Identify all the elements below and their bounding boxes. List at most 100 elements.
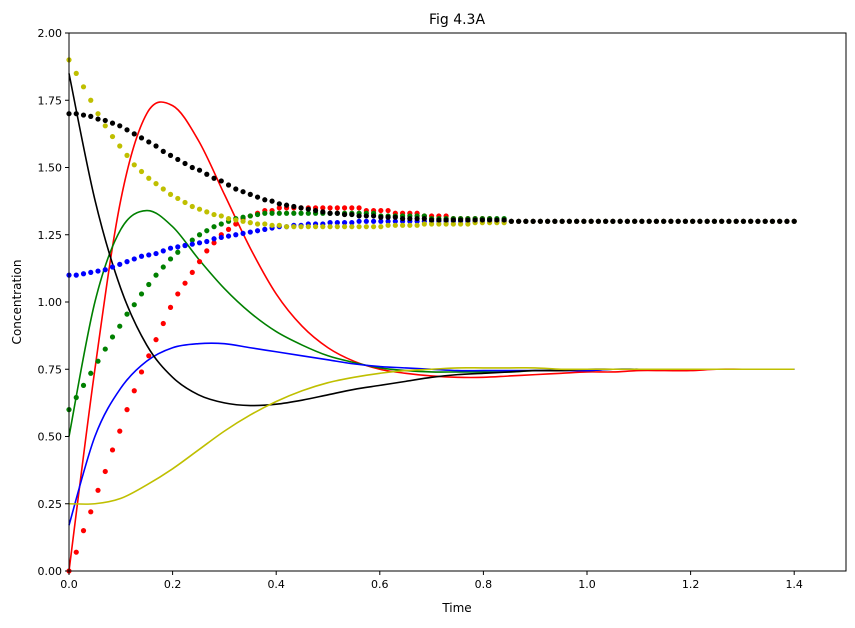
black-dot <box>719 218 725 224</box>
black-dot <box>138 135 145 141</box>
black-dot <box>537 218 543 224</box>
black-dot <box>450 217 456 223</box>
red-dot <box>320 205 326 211</box>
yellow-dot <box>356 224 362 230</box>
black-dot <box>356 213 362 219</box>
black-dot <box>80 112 87 118</box>
black-dot <box>508 218 514 224</box>
black-dot <box>378 214 384 220</box>
red-dot <box>211 240 217 246</box>
black-dot <box>225 182 232 188</box>
y-tick-label: 1.25 <box>38 229 63 242</box>
red-dot <box>334 205 340 211</box>
yellow-dot <box>429 221 435 227</box>
y-tick-label: 0.50 <box>38 431 63 444</box>
green-dot <box>291 210 297 216</box>
blue-dot <box>334 220 340 226</box>
black-dot <box>436 217 442 223</box>
black-dot <box>458 217 464 223</box>
black-dot <box>668 218 674 224</box>
yellow-dot <box>146 175 152 181</box>
black-dot <box>414 216 420 222</box>
blue-dot <box>211 236 217 242</box>
black-dot <box>675 218 681 224</box>
chart-title: Fig 4.3A <box>429 12 486 28</box>
black-dot <box>269 198 275 204</box>
black-dot <box>327 210 333 216</box>
red-dot <box>225 226 232 232</box>
black-dot <box>610 218 616 224</box>
yellow-dot <box>269 222 275 228</box>
x-tick-label: 1.0 <box>578 578 596 591</box>
green-dot <box>211 224 217 230</box>
yellow-dot <box>298 224 304 230</box>
blue-dot <box>109 264 116 270</box>
yellow-dot <box>283 224 290 230</box>
yellow-dot <box>276 222 282 228</box>
yellow-dot <box>160 186 166 192</box>
red-dot <box>175 291 181 297</box>
red-dot <box>196 259 203 265</box>
yellow-dot <box>378 224 384 230</box>
yellow-dots <box>66 57 797 230</box>
black-dot <box>479 217 485 223</box>
yellow-dot <box>218 213 224 219</box>
black-dot <box>465 217 471 223</box>
yellow-dot <box>233 217 239 223</box>
black-dot <box>349 211 355 218</box>
yellow-dot <box>349 224 355 230</box>
black-dot <box>711 218 718 224</box>
red-dot <box>167 304 174 310</box>
black-dot <box>588 218 594 224</box>
blue-dot <box>356 218 362 224</box>
black-dot <box>399 216 406 222</box>
black-dot <box>407 216 413 222</box>
green-dot <box>305 210 311 216</box>
yellow-dot <box>363 224 369 230</box>
red-dot <box>204 248 210 254</box>
green-dot <box>218 221 224 227</box>
red-dot <box>189 269 195 276</box>
black-dot <box>117 123 123 129</box>
blue-dot <box>392 218 398 224</box>
y-tick-label: 1.75 <box>38 94 63 107</box>
black-dot <box>95 116 101 122</box>
black-dot <box>653 218 660 224</box>
black-dot <box>146 139 152 145</box>
x-tick-label: 0.6 <box>371 578 389 591</box>
blue-dot <box>327 220 333 226</box>
red-dot <box>124 407 130 413</box>
black-dot <box>363 213 369 219</box>
black-dot <box>726 218 732 224</box>
black-dot <box>777 218 783 224</box>
green-dot <box>102 346 108 352</box>
blue-dot <box>95 268 101 274</box>
black-dot <box>204 171 210 177</box>
blue-dot <box>262 226 268 232</box>
yellow-dot <box>182 199 188 206</box>
yellow-dot <box>334 224 340 230</box>
yellow-dot <box>465 221 471 227</box>
blue-dot <box>378 218 384 224</box>
yellow-dot <box>392 222 398 228</box>
black-dot <box>740 218 747 224</box>
black-dot <box>298 205 304 211</box>
blue-dot <box>225 233 232 239</box>
black-dot <box>494 217 500 223</box>
yellow-dot <box>138 168 145 175</box>
black-dot <box>247 191 253 197</box>
y-tick-label: 2.00 <box>38 27 63 40</box>
blue-dot <box>153 250 159 257</box>
black-dot <box>516 218 522 224</box>
yellow-line <box>68 367 795 505</box>
red-dot <box>341 205 348 211</box>
yellow-dot <box>450 221 456 227</box>
black-dot <box>334 210 340 216</box>
black-dot <box>682 218 689 224</box>
yellow-dot <box>88 97 94 103</box>
blue-dot <box>73 272 79 278</box>
black-dot <box>320 209 326 215</box>
black-dot <box>254 194 261 200</box>
green-dot <box>247 213 253 219</box>
